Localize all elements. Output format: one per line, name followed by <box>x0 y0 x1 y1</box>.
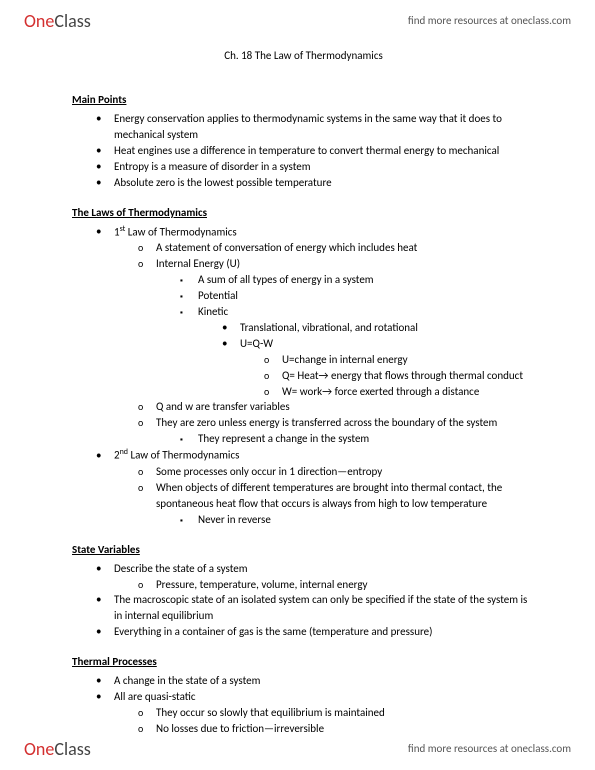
list-item-first-law: 1st Law of Thermodynamics A statement of… <box>96 224 535 448</box>
list-item: Absolute zero is the lowest possible tem… <box>96 175 535 191</box>
list-item: Translational, vibrational, and rotation… <box>222 320 535 336</box>
list-item-second-law: 2nd Law of Thermodynamics Some processes… <box>96 447 535 527</box>
list-item: U=change in internal energy <box>264 352 535 368</box>
list-item: The macroscopic state of an isolated sys… <box>96 592 535 624</box>
list-item: W= work→ force exerted through a distanc… <box>264 384 535 400</box>
list-item: Entropy is a measure of disorder in a sy… <box>96 159 535 175</box>
list-item: They are zero unless energy is transferr… <box>138 415 535 447</box>
list-item: Pressure, temperature, volume, internal … <box>138 577 535 593</box>
law-ordinal-sup: nd <box>120 447 128 457</box>
list-text: Describe the state of a system <box>114 562 248 575</box>
brand-class: Class <box>54 8 90 34</box>
list-text: Internal Energy (U) <box>156 257 240 270</box>
page-header: OneClass find more resources at oneclass… <box>0 0 595 42</box>
list-item: Potential <box>180 288 535 304</box>
brand-logo-footer: OneClass <box>24 736 91 762</box>
list-text: When objects of different temperatures a… <box>156 481 502 510</box>
list-item: When objects of different temperatures a… <box>138 480 535 528</box>
list-item: A sum of all types of energy in a system <box>180 272 535 288</box>
resources-link-bottom[interactable]: find more resources at oneclass.com <box>408 741 571 757</box>
list-text: Kinetic <box>198 305 228 318</box>
list-item: Q and w are transfer variables <box>138 399 535 415</box>
law-label: Law of Thermodynamics <box>125 225 236 238</box>
list-item: Kinetic Translational, vibrational, and … <box>180 304 535 400</box>
list-item: Q= Heat→ energy that flows through therm… <box>264 368 535 384</box>
state-vars-list: Describe the state of a system Pressure,… <box>72 561 535 641</box>
list-item: Internal Energy (U) A sum of all types o… <box>138 256 535 399</box>
section-heading-thermal: Thermal Processes <box>72 654 535 670</box>
list-item: Describe the state of a system Pressure,… <box>96 561 535 593</box>
section-heading-main-points: Main Points <box>72 92 535 108</box>
list-item: Never in reverse <box>180 512 535 528</box>
brand-logo: OneClass <box>24 8 91 34</box>
list-item: They represent a change in the system <box>180 431 535 447</box>
list-item: Some processes only occur in 1 direction… <box>138 464 535 480</box>
resources-link-top[interactable]: find more resources at oneclass.com <box>408 13 571 29</box>
list-item: A change in the state of a system <box>96 673 535 689</box>
list-item: A statement of conversation of energy wh… <box>138 240 535 256</box>
brand-one: One <box>24 8 54 34</box>
list-text: All are quasi-static <box>114 690 196 703</box>
brand-class: Class <box>54 736 90 762</box>
document-body: Ch. 18 The Law of Thermodynamics Main Po… <box>72 40 535 737</box>
list-item: They occur so slowly that equilibrium is… <box>138 705 535 721</box>
list-text: U=Q-W <box>240 337 273 350</box>
main-points-list: Energy conservation applies to thermodyn… <box>72 111 535 191</box>
list-text: They are zero unless energy is transferr… <box>156 416 497 429</box>
list-item: Energy conservation applies to thermodyn… <box>96 111 535 143</box>
list-item: Everything in a container of gas is the … <box>96 624 535 640</box>
section-heading-laws: The Laws of Thermodynamics <box>72 205 535 221</box>
laws-list: 1st Law of Thermodynamics A statement of… <box>72 224 535 528</box>
section-heading-state-vars: State Variables <box>72 542 535 558</box>
page-title: Ch. 18 The Law of Thermodynamics <box>72 48 535 64</box>
list-item: U=Q-W U=change in internal energy Q= Hea… <box>222 336 535 400</box>
page-footer: OneClass find more resources at oneclass… <box>0 728 595 770</box>
brand-one: One <box>24 736 54 762</box>
law-label: Law of Thermodynamics <box>128 449 239 462</box>
list-item: Heat engines use a difference in tempera… <box>96 143 535 159</box>
